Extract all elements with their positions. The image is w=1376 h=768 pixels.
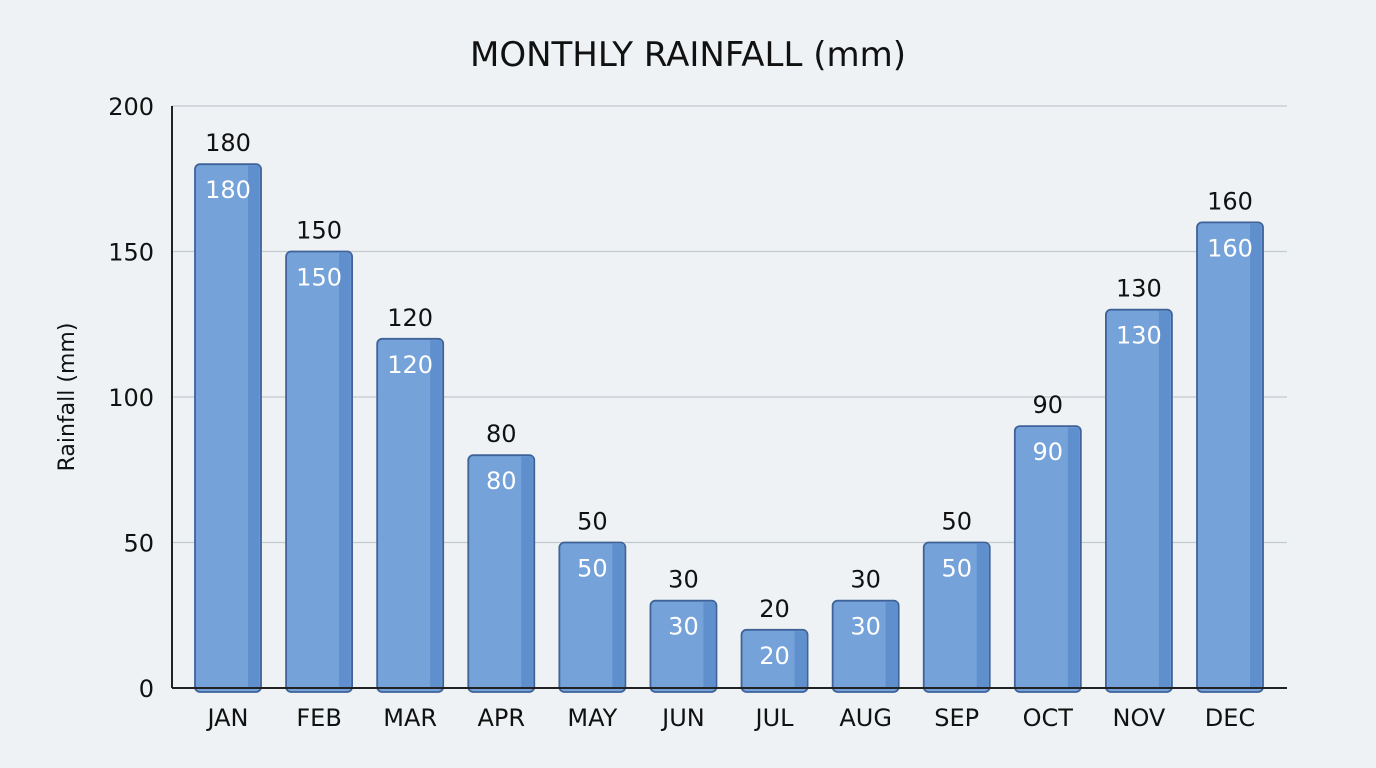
bar-sep: 50 50 (922, 508, 991, 693)
x-tick-label: MAR (383, 704, 437, 732)
data-label-above: 130 (1116, 275, 1162, 303)
x-tick-label: JUL (754, 704, 795, 732)
data-label-inside: 120 (387, 351, 433, 379)
bar-shade (612, 544, 624, 688)
bar (285, 250, 353, 693)
bar (1013, 425, 1082, 693)
bar (558, 541, 627, 693)
bar-shade (703, 602, 715, 688)
x-tick-label: OCT (1023, 704, 1074, 732)
bar-mar: 120 120 (376, 304, 445, 693)
y-tick-label: 200 (108, 93, 154, 121)
x-tick-label: APR (477, 704, 525, 732)
data-label-inside: 80 (486, 467, 517, 495)
bar-apr: 80 80 (467, 420, 536, 693)
x-tick-label: SEP (934, 704, 979, 732)
y-tick-label: 0 (139, 675, 154, 703)
data-label-inside: 20 (759, 642, 790, 670)
bar-shade (794, 631, 807, 688)
data-label-above: 160 (1207, 187, 1253, 215)
bar (740, 628, 809, 693)
bar-shade (1158, 311, 1171, 688)
bar-oct: 90 90 (1013, 391, 1082, 693)
y-tick-label: 100 (108, 384, 154, 412)
bar-jun: 30 30 (649, 566, 718, 693)
chart-title: MONTHLY RAINFALL (mm) (470, 35, 906, 75)
bar-feb: 150 150 (285, 217, 353, 693)
data-label-above: 120 (387, 304, 433, 332)
bar (1196, 221, 1264, 693)
bar (376, 337, 445, 693)
data-label-inside: 180 (205, 176, 251, 204)
bar (831, 599, 900, 693)
x-tick-label: FEB (296, 704, 341, 732)
bar-shade (339, 253, 351, 688)
y-axis-label: Rainfall (mm) (55, 323, 80, 472)
axes: 0 50 100 150 200 JAN FEB MAR APR MAY JUN JUL AUG SEP O… (108, 93, 1287, 732)
data-label-inside: 30 (668, 613, 699, 641)
bar-may: 50 50 (558, 508, 627, 693)
bar-shade (1067, 427, 1080, 688)
bar (194, 163, 262, 693)
data-label-inside: 90 (1033, 438, 1064, 466)
y-tick-label: 150 (108, 239, 154, 267)
data-label-above: 30 (668, 566, 699, 594)
data-label-inside: 50 (941, 555, 972, 583)
bar (1105, 308, 1173, 693)
data-label-above: 50 (577, 508, 608, 536)
data-label-above: 20 (759, 595, 790, 623)
bar (922, 541, 991, 693)
data-label-inside: 160 (1207, 234, 1253, 262)
data-label-inside: 150 (296, 264, 342, 292)
data-label-inside: 130 (1116, 322, 1162, 350)
bar-shade (248, 165, 260, 688)
x-tick-label: JAN (205, 704, 248, 732)
data-label-inside: 30 (850, 613, 881, 641)
x-tick-label: MAY (567, 704, 617, 732)
bar-nov: 130 130 (1105, 275, 1173, 693)
x-tick-label: DEC (1205, 704, 1255, 732)
data-label-above: 150 (296, 217, 342, 245)
bar-jan: 180 180 (194, 129, 262, 693)
bar-shade (1250, 223, 1262, 688)
gridlines (172, 105, 1287, 544)
bar-shade (976, 544, 989, 688)
x-tick-label: NOV (1112, 704, 1165, 732)
data-label-above: 180 (205, 129, 251, 157)
bar-dec: 160 160 (1196, 187, 1264, 693)
x-tick-label: AUG (839, 704, 892, 732)
bar-shade (885, 602, 898, 688)
data-label-above: 50 (941, 508, 972, 536)
data-label-above: 80 (486, 420, 517, 448)
data-label-above: 30 (850, 566, 881, 594)
bar (467, 454, 536, 693)
data-label-inside: 50 (577, 555, 608, 583)
y-tick-label: 50 (123, 530, 154, 558)
bar-aug: 30 30 (831, 566, 900, 693)
data-label-above: 90 (1033, 391, 1064, 419)
bar-shade (521, 456, 533, 688)
bar (649, 599, 718, 693)
x-tick-label: JUN (660, 704, 705, 732)
bar-shade (430, 340, 442, 688)
